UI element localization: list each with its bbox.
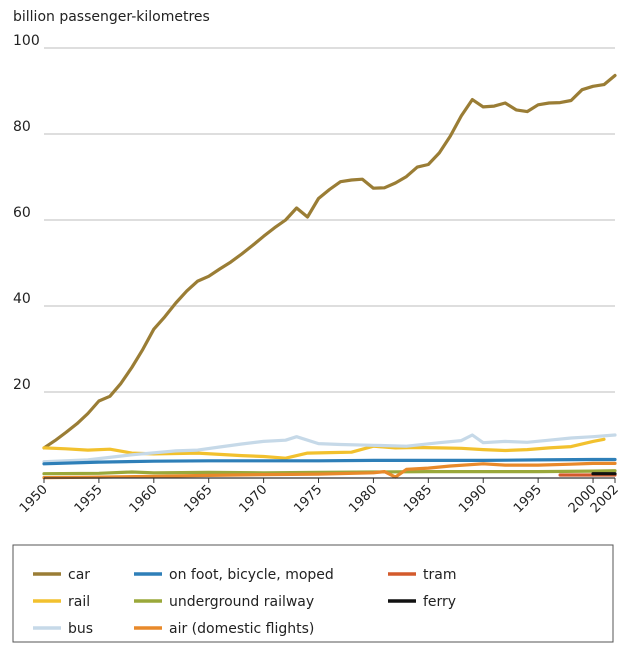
series-line-car	[42, 73, 617, 450]
series-line-bus	[42, 433, 617, 464]
series-line-on-foot-bicycle-moped	[42, 457, 617, 466]
x-tick-1965: 1965	[182, 482, 216, 516]
legend: car rail bus on foot, bicycle, moped undergr…	[33, 567, 456, 637]
y-tick-40: 40	[13, 291, 31, 307]
legend-label-tram: tram	[423, 567, 456, 583]
y-tick-80: 80	[13, 119, 31, 135]
y-tick-100: 100	[13, 33, 40, 49]
legend-label-bus: bus	[68, 621, 93, 637]
x-tick-1970: 1970	[236, 482, 270, 516]
y-axis-label: billion passenger-kilometres	[13, 9, 210, 25]
series-lines	[42, 73, 617, 480]
legend-label-rail: rail	[68, 594, 90, 610]
x-tick-1950: 1950	[17, 482, 51, 516]
x-tick-1995: 1995	[511, 482, 545, 516]
x-tick-1990: 1990	[456, 482, 490, 516]
x-tick-labels: 1950 1955 1960 1965 1970 1975 1980 1985 1990 1995…	[17, 478, 622, 516]
series-line-air-domestic-flights	[42, 461, 617, 480]
legend-label-on-foot-bicycle-moped: on foot, bicycle, moped	[169, 567, 334, 583]
grid-lines	[44, 47, 615, 393]
series-line-underground-railway	[42, 469, 617, 476]
x-tick-1980: 1980	[346, 482, 380, 516]
x-tick-1960: 1960	[127, 482, 161, 516]
y-tick-labels: 20 40 60 80 100	[13, 33, 40, 393]
y-tick-60: 60	[13, 205, 31, 221]
x-tick-1975: 1975	[291, 482, 325, 516]
x-tick-1985: 1985	[401, 482, 435, 516]
legend-label-ferry: ferry	[423, 594, 456, 610]
legend-box	[12, 544, 614, 643]
legend-label-underground-railway: underground railway	[169, 594, 314, 610]
legend-label-air-domestic-flights: air (domestic flights)	[169, 621, 314, 637]
legend-label-car: car	[68, 567, 90, 583]
x-tick-1955: 1955	[72, 482, 106, 516]
y-tick-20: 20	[13, 377, 31, 393]
